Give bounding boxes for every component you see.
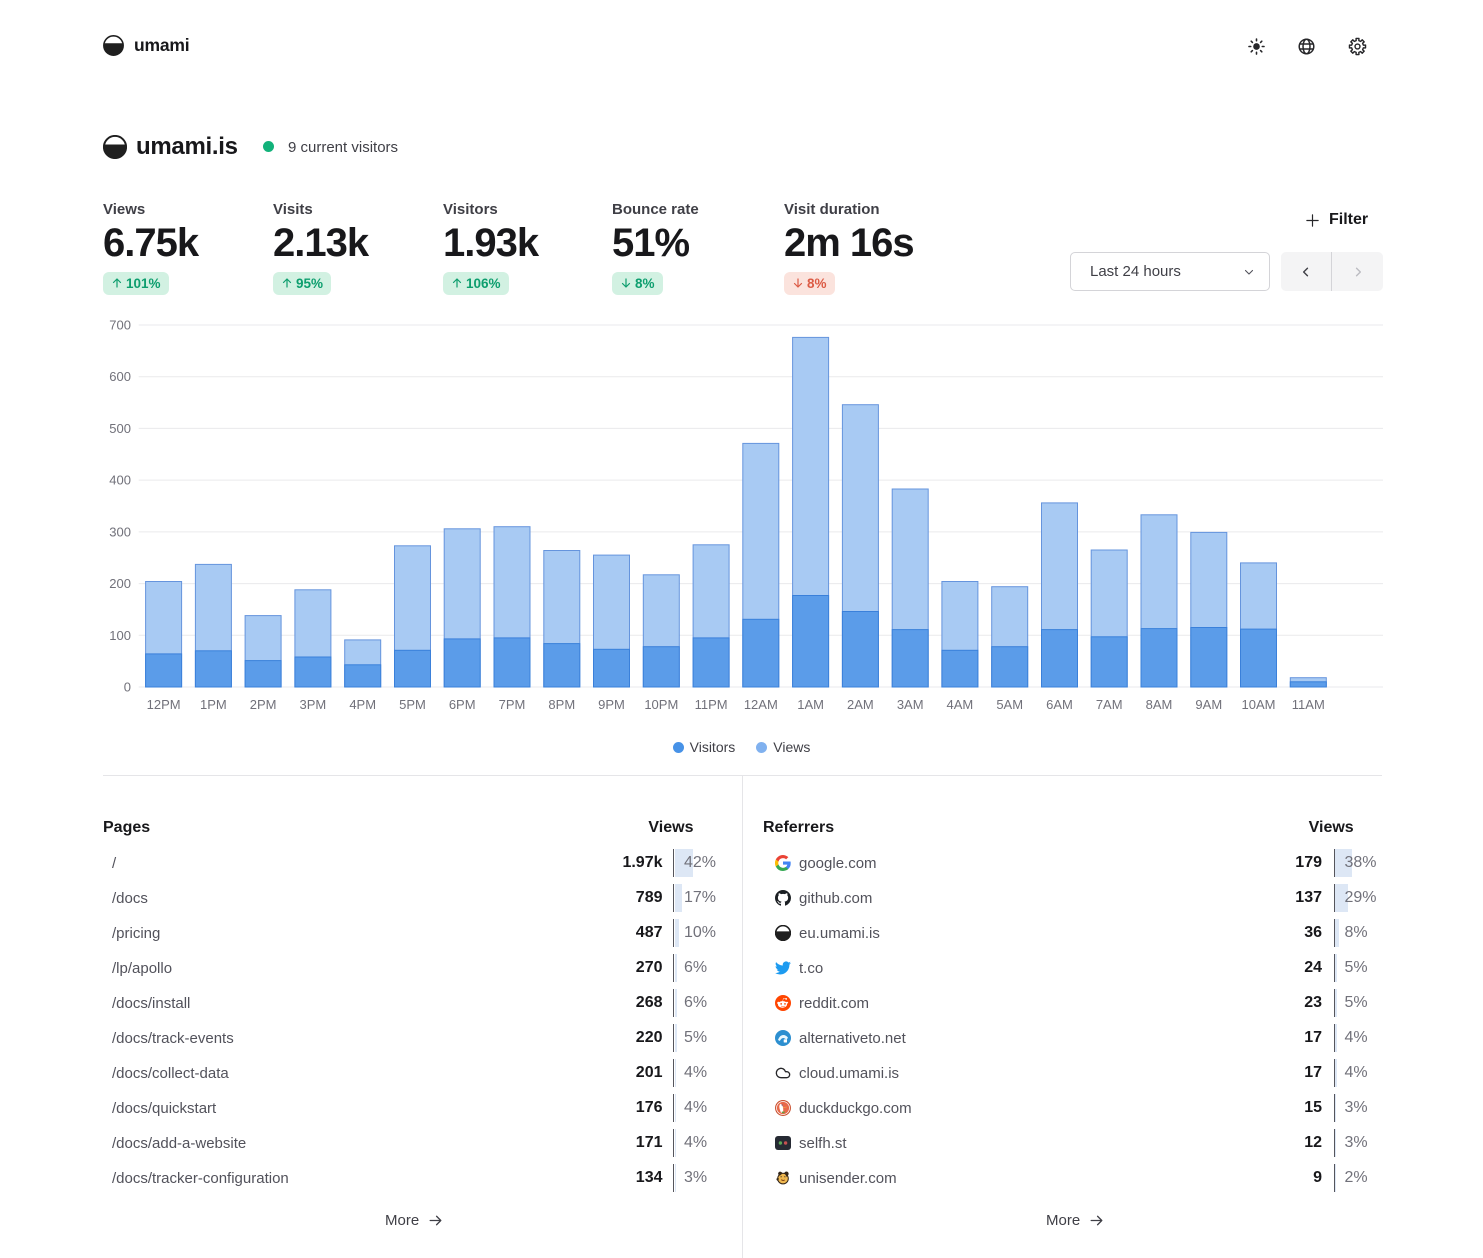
svg-text:12AM: 12AM — [744, 697, 778, 712]
svg-text:7AM: 7AM — [1096, 697, 1123, 712]
svg-text:400: 400 — [109, 473, 131, 488]
svg-text:100: 100 — [109, 628, 131, 643]
svg-text:2PM: 2PM — [250, 697, 277, 712]
svg-text:700: 700 — [109, 318, 131, 333]
svg-text:11PM: 11PM — [695, 697, 728, 712]
svg-text:10AM: 10AM — [1242, 697, 1276, 712]
svg-text:500: 500 — [109, 421, 131, 436]
svg-text:300: 300 — [109, 524, 131, 539]
svg-text:9PM: 9PM — [598, 697, 625, 712]
svg-text:1AM: 1AM — [797, 697, 824, 712]
svg-text:4AM: 4AM — [947, 697, 974, 712]
svg-text:11AM: 11AM — [1292, 697, 1325, 712]
svg-text:200: 200 — [109, 576, 131, 591]
svg-text:6PM: 6PM — [449, 697, 476, 712]
svg-text:6AM: 6AM — [1046, 697, 1073, 712]
svg-text:600: 600 — [109, 369, 131, 384]
svg-text:2AM: 2AM — [847, 697, 874, 712]
svg-text:5AM: 5AM — [996, 697, 1023, 712]
svg-text:9AM: 9AM — [1195, 697, 1222, 712]
svg-text:0: 0 — [124, 680, 131, 695]
svg-text:3AM: 3AM — [897, 697, 924, 712]
svg-text:10PM: 10PM — [644, 697, 678, 712]
svg-text:5PM: 5PM — [399, 697, 426, 712]
svg-text:8AM: 8AM — [1146, 697, 1173, 712]
svg-text:12PM: 12PM — [147, 697, 181, 712]
svg-text:8PM: 8PM — [548, 697, 575, 712]
svg-text:1PM: 1PM — [200, 697, 227, 712]
svg-text:7PM: 7PM — [499, 697, 526, 712]
svg-text:4PM: 4PM — [349, 697, 376, 712]
svg-text:3PM: 3PM — [300, 697, 327, 712]
